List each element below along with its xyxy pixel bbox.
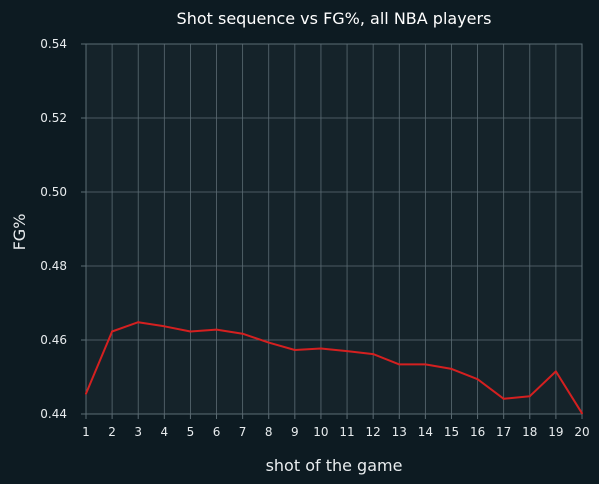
y-tick-label: 0.46 (40, 333, 67, 347)
x-tick-label: 11 (339, 425, 354, 439)
x-tick-label: 4 (160, 425, 168, 439)
data-point (267, 341, 270, 344)
y-tick-label: 0.54 (40, 37, 67, 51)
data-point (215, 328, 218, 331)
x-axis-label: shot of the game (266, 456, 403, 475)
data-point (241, 332, 244, 335)
y-tick-label: 0.44 (40, 407, 67, 421)
data-point (189, 330, 192, 333)
x-tick-label: 14 (418, 425, 433, 439)
data-point (450, 367, 453, 370)
x-tick-label: 18 (522, 425, 537, 439)
x-tick-label: 3 (134, 425, 142, 439)
axes: 1 2 3 4 5 6 7 8 9 10 11 12 13 14 15 16 17 18 19 200.440.460… (40, 37, 589, 439)
data-point (502, 397, 505, 400)
data-point (554, 370, 557, 373)
data-point (346, 350, 349, 353)
x-tick-label: 19 (548, 425, 563, 439)
x-tick-label: 6 (213, 425, 221, 439)
data-point (293, 348, 296, 351)
data-point (319, 347, 322, 350)
data-point (111, 330, 114, 333)
data-point (476, 378, 479, 381)
data-point (581, 412, 583, 415)
data-point (372, 353, 375, 356)
plot-background (86, 44, 582, 414)
x-tick-label: 13 (392, 425, 407, 439)
data-point (85, 392, 87, 395)
y-tick-label: 0.48 (40, 259, 67, 273)
y-tick-label: 0.52 (40, 111, 67, 125)
series-line (85, 321, 583, 414)
x-tick-label: 2 (108, 425, 116, 439)
data-point (528, 395, 531, 398)
series-layer (85, 321, 583, 415)
data-point (424, 363, 427, 366)
data-point (163, 325, 166, 328)
x-tick-label: 17 (496, 425, 511, 439)
x-tick-label: 5 (187, 425, 195, 439)
x-tick-label: 12 (366, 425, 381, 439)
y-tick-label: 0.50 (40, 185, 67, 199)
data-point (398, 363, 401, 366)
x-tick-label: 9 (291, 425, 299, 439)
x-tick-label: 1 (82, 425, 90, 439)
chart-title: Shot sequence vs FG%, all NBA players (177, 9, 492, 28)
x-tick-label: 8 (265, 425, 273, 439)
data-point (137, 321, 140, 324)
x-tick-label: 10 (313, 425, 328, 439)
x-tick-label: 16 (470, 425, 485, 439)
plot-frame (85, 43, 583, 415)
x-tick-label: 7 (239, 425, 247, 439)
x-tick-label: 20 (574, 425, 589, 439)
x-tick-label: 15 (444, 425, 459, 439)
y-axis-label: FG% (10, 214, 29, 251)
grid (85, 43, 583, 415)
